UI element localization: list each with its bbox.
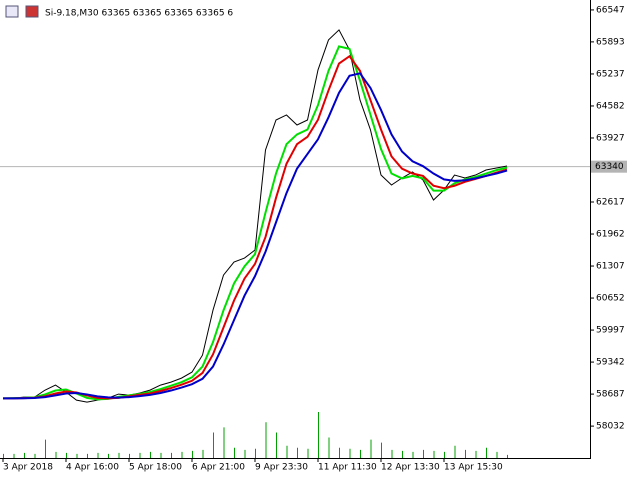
y-tick-label: 58687 — [596, 390, 625, 400]
x-tick-label: 9 Apr 23:30 — [255, 463, 308, 473]
x-tick-label: 11 Apr 11:30 — [318, 463, 377, 473]
moving-average — [3, 72, 508, 400]
x-tick-label: 4 Apr 16:00 — [66, 463, 119, 473]
x-tick-label: 12 Apr 13:30 — [381, 463, 440, 473]
y-tick-label: 66547 — [596, 5, 625, 15]
x-tick-label: 3 Apr 2018 — [3, 463, 53, 473]
price-line — [3, 29, 508, 403]
y-tick-label: 61962 — [596, 230, 625, 240]
x-tick-label: 5 Apr 18:00 — [129, 463, 182, 473]
chart-title: Si-9.18,M30 63365 63365 63365 63365 6 — [45, 9, 233, 19]
y-tick-label: 63927 — [596, 133, 625, 143]
x-tick-label: 13 Apr 15:30 — [444, 463, 503, 473]
y-tick-label: 59342 — [596, 358, 625, 368]
moving-average — [2, 45, 508, 401]
y-tick-label: 65237 — [596, 69, 625, 79]
x-tick-label: 6 Apr 21:00 — [192, 463, 245, 473]
last-price-box — [591, 160, 627, 173]
symbol-icon — [5, 5, 39, 18]
y-tick-label: 59997 — [596, 326, 625, 336]
y-tick-label: 64582 — [596, 101, 625, 111]
y-tick-label: 61307 — [596, 262, 625, 272]
y-tick-label: 60652 — [596, 294, 625, 304]
y-tick-label: 58032 — [596, 422, 625, 432]
y-tick-label: 65893 — [596, 37, 625, 47]
last-price-label: 63340 — [595, 162, 624, 172]
y-tick-label: 62617 — [596, 198, 625, 208]
